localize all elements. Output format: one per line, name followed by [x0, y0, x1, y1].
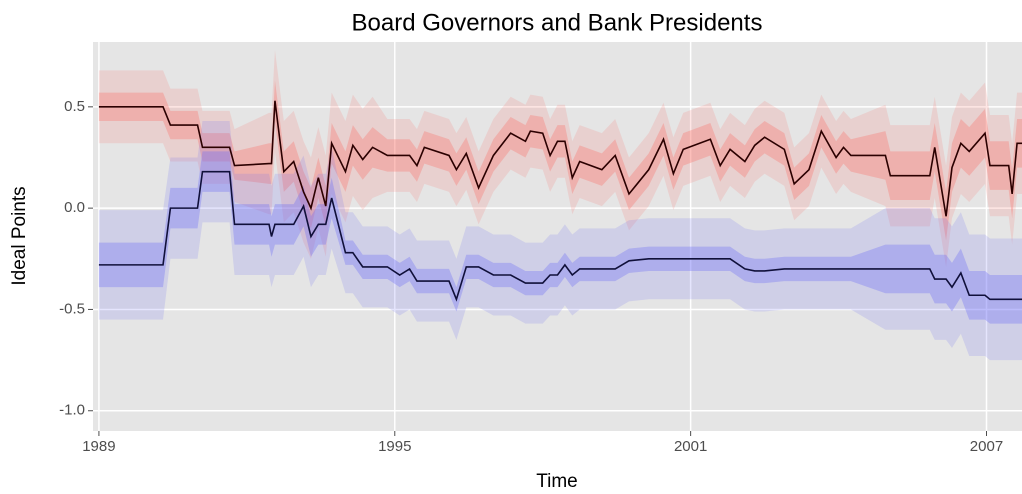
inner-band	[98, 151, 1022, 324]
y-tick-label: 0.0	[64, 199, 85, 216]
chart-title: Board Governors and Bank Presidents	[352, 9, 763, 36]
x-tick-label: 1989	[82, 438, 115, 455]
x-axis-label: Time	[536, 471, 578, 492]
x-tick-label: 2001	[674, 438, 707, 455]
inner-band	[98, 80, 1022, 241]
y-tick-label: 0.5	[64, 98, 85, 115]
x-tick-label: 2007	[970, 438, 1003, 455]
outer-band	[98, 50, 1022, 267]
y-axis-label: Ideal Points	[9, 186, 30, 285]
series-line	[98, 170, 1022, 302]
x-tick-label: 1995	[378, 438, 411, 455]
outer-band	[98, 121, 1022, 361]
y-tick-label: -0.5	[59, 300, 85, 317]
series-line	[98, 100, 1022, 217]
y-tick-label: -1.0	[59, 402, 85, 419]
